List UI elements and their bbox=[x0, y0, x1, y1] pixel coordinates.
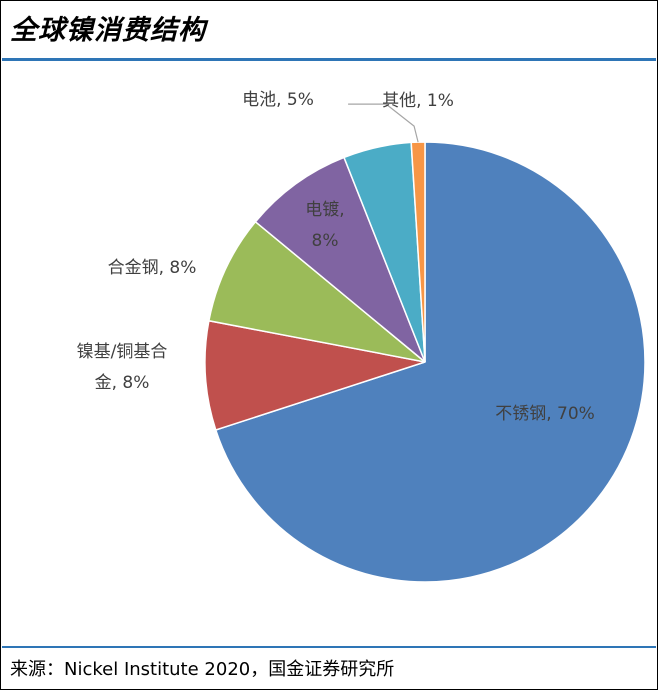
pie-slice-2 bbox=[204, 319, 426, 431]
source-divider bbox=[2, 646, 656, 648]
slice-label-3: 合金钢, 8% bbox=[108, 258, 197, 278]
slice-label-4: 电镀, 8% bbox=[305, 200, 344, 251]
leader-line-6 bbox=[348, 103, 419, 143]
slice-label-5: 电池, 5% bbox=[242, 90, 314, 110]
chart-title: 全球镍消费结构 bbox=[10, 15, 206, 46]
pie-slice-1 bbox=[214, 141, 646, 583]
title-divider bbox=[2, 58, 656, 61]
slice-label-6: 其他, 1% bbox=[382, 91, 454, 111]
pie-chart: 不锈钢, 70% 镍基/铜基合金, 8% 合金钢, 8% 电镀, 8% 电池, 5% 其他,… bbox=[77, 90, 646, 583]
slice-labels: 不锈钢, 70% 镍基/铜基合金, 8% 合金钢, 8% 电镀, 8% 电池, 5% 其他,… bbox=[77, 90, 595, 424]
chart-area: 不锈钢, 70% 镍基/铜基合金, 8% 合金钢, 8% 电镀, 8% 电池, 5% 其他,… bbox=[0, 62, 660, 644]
pie-slice-4 bbox=[254, 156, 426, 363]
pie-slices bbox=[204, 141, 646, 583]
slice-label-1: 不锈钢, 70% bbox=[495, 404, 595, 424]
pie-slice-3 bbox=[208, 220, 426, 363]
leader-lines bbox=[348, 103, 419, 143]
source-note: 来源：Nickel Institute 2020，国金证券研究所 bbox=[10, 659, 395, 680]
slice-label-2: 镍基/铜基合金, 8% bbox=[77, 342, 168, 393]
